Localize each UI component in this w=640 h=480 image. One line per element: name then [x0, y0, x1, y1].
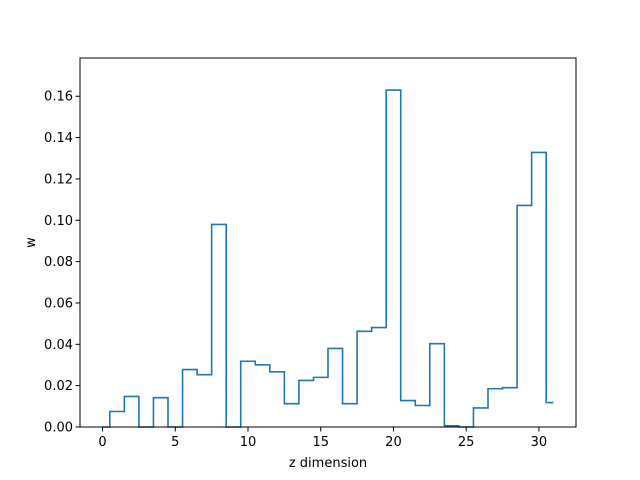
y-tick-label: 0.08	[44, 255, 73, 270]
x-tick-label: 15	[312, 435, 329, 450]
y-tick-label: 0.12	[44, 172, 73, 187]
y-tick-label: 0.10	[44, 214, 73, 229]
x-tick-label: 30	[531, 435, 548, 450]
x-tick-label: 20	[385, 435, 402, 450]
x-tick-label: 0	[98, 435, 106, 450]
axes-frame	[79, 57, 577, 428]
ticks: 0 5 10 15 20 25 30 0.00 0.02 0.04 0.06 0.08 0.10 0.12…	[44, 90, 547, 450]
x-tick-label: 5	[171, 435, 179, 450]
y-tick-label: 0.06	[44, 296, 73, 311]
x-tick-label: 10	[240, 435, 257, 450]
y-tick-label: 0.16	[44, 90, 73, 105]
y-tick-label: 0.02	[44, 379, 73, 394]
y-tick-label: 0.04	[44, 338, 73, 353]
x-axis-label: z dimension	[289, 456, 367, 471]
x-tick-label: 25	[458, 435, 475, 450]
y-tick-label: 0.14	[44, 131, 73, 146]
y-tick-label: 0.00	[44, 421, 73, 436]
y-axis-label: w	[24, 237, 39, 248]
